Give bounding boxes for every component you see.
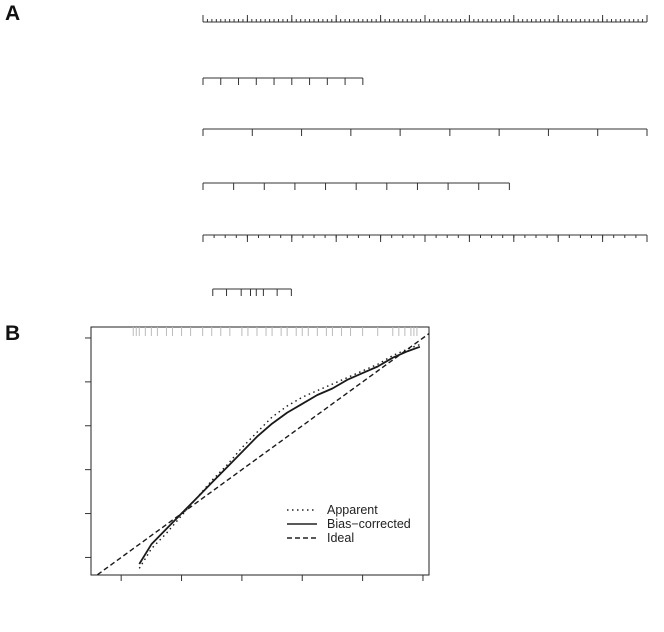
legend-ideal-label: Ideal — [327, 531, 354, 545]
legend-apparent-label: Apparent — [327, 503, 378, 517]
nomogram — [202, 15, 648, 296]
plot-frame — [90, 326, 430, 576]
panel-label-a: A — [5, 2, 20, 25]
panel-label-b: B — [5, 322, 20, 345]
series-bias-corrected-line — [138, 345, 421, 565]
series-ideal-line — [95, 333, 429, 575]
legend-bias-corrected-label: Bias−corrected — [327, 517, 411, 531]
legend: Apparent Bias−corrected Ideal — [287, 503, 411, 545]
calibration-plot — [85, 326, 430, 581]
series-apparent-line — [138, 343, 421, 569]
